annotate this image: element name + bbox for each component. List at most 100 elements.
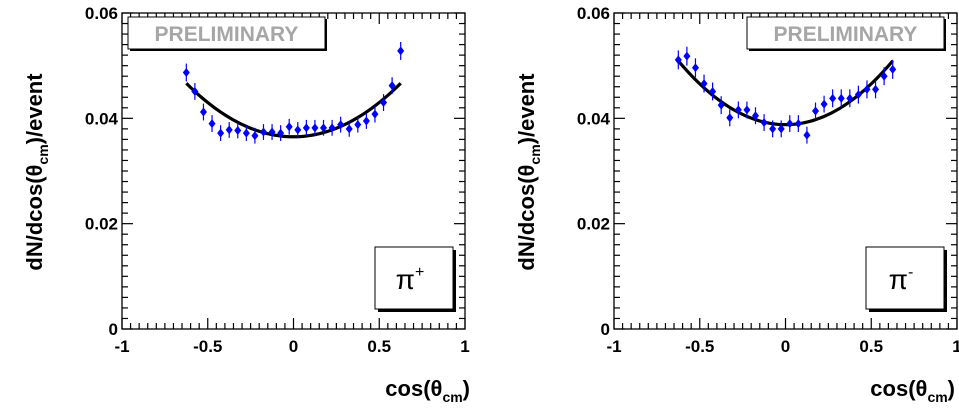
y-tick-label: 0.04 — [85, 109, 119, 128]
watermark-box — [127, 16, 326, 50]
data-point — [837, 93, 845, 103]
y-axis-label-main: dN/dcos(θ — [22, 165, 47, 271]
data-point — [829, 93, 837, 103]
y-tick-label: 0.02 — [577, 215, 610, 234]
data-point — [362, 116, 370, 126]
x-tick-label: 0.5 — [859, 337, 883, 356]
data-point — [717, 100, 725, 110]
data-point — [889, 64, 897, 74]
data-point — [302, 123, 310, 133]
data-point — [397, 46, 405, 56]
data-point — [242, 128, 250, 138]
data-point — [751, 111, 759, 121]
data-point — [863, 84, 871, 94]
data-point — [786, 119, 794, 129]
data-point — [854, 90, 862, 100]
fit-curve — [185, 82, 402, 139]
data-point — [345, 124, 353, 134]
x-axis-label-close: ) — [948, 376, 955, 401]
data-point — [191, 86, 199, 96]
panel-pi-minus: -1 -0.5 0 0.5 100.020.040.06cos(θcm)dN/dcos(… — [514, 4, 959, 405]
data-point — [820, 99, 828, 109]
data-point — [760, 118, 768, 128]
data-point — [328, 123, 336, 133]
data-point — [777, 124, 785, 134]
data-point — [337, 120, 345, 130]
data-point — [294, 125, 302, 135]
y-tick-label: 0 — [109, 320, 118, 339]
watermark-label: PRELIMINARY — [774, 23, 918, 46]
particle-charge: + — [415, 264, 424, 281]
data-point — [803, 130, 811, 140]
data-point — [726, 113, 734, 123]
y-axis-label-close: )/event — [514, 73, 539, 145]
particle-symbol: π — [889, 264, 908, 295]
particle-label: π- — [889, 264, 914, 295]
watermark-label: PRELIMINARY — [155, 23, 299, 46]
y-axis-label-close: )/event — [22, 73, 47, 145]
data-point — [880, 71, 888, 81]
data-point — [311, 123, 319, 133]
data-point — [743, 105, 751, 115]
x-tick-label: 1 — [460, 337, 469, 356]
data-point — [794, 119, 802, 129]
particle-charge: - — [908, 264, 913, 281]
x-tick-label: -1 — [114, 337, 129, 356]
y-axis-label-sub: cm — [527, 144, 543, 164]
data-point — [769, 124, 777, 134]
x-tick-label: -0.5 — [193, 337, 222, 356]
data-point — [674, 55, 682, 65]
data-point — [709, 86, 717, 96]
y-axis-label-main: dN/dcos(θ — [514, 165, 539, 271]
particle-label-box — [865, 246, 945, 310]
data-point — [683, 51, 691, 61]
particle-label-box — [374, 246, 454, 310]
data-point — [388, 81, 396, 91]
y-tick-label: 0.04 — [577, 109, 611, 128]
y-tick-label: 0.06 — [577, 4, 610, 23]
particle-symbol: π — [396, 264, 415, 295]
x-axis-label: cos(θcm) — [870, 376, 955, 405]
y-axis-label: dN/dcos(θcm)/event — [22, 73, 51, 271]
y-axis-label: dN/dcos(θcm)/event — [514, 73, 543, 271]
y-tick-label: 0.02 — [85, 215, 118, 234]
x-tick-label: 1 — [952, 337, 959, 356]
data-point — [251, 131, 259, 141]
data-point — [234, 125, 242, 135]
data-point — [268, 127, 276, 137]
x-tick-label: 0 — [781, 337, 790, 356]
data-point — [700, 79, 708, 89]
data-point — [846, 93, 854, 103]
data-point — [225, 125, 233, 135]
x-tick-label: -0.5 — [685, 337, 714, 356]
x-tick-label: 0 — [289, 337, 298, 356]
data-point — [182, 68, 190, 78]
data-point — [259, 127, 267, 137]
x-axis-label-sub: cm — [927, 389, 947, 405]
panel-pi-plus: -1 -0.5 0 0.5 1 0 0.02 0.04 0.06 cos(θcm) dN/dcos(… — [22, 4, 470, 405]
data-point — [320, 123, 328, 133]
data-point — [734, 105, 742, 115]
x-axis-label-main: cos(θ — [870, 376, 927, 401]
data-point — [812, 106, 820, 116]
data-point — [277, 128, 285, 138]
data-point — [208, 119, 216, 129]
data-point — [285, 122, 293, 132]
y-tick-label: 0.06 — [85, 4, 118, 23]
x-axis-label-main: cos(θ — [385, 376, 442, 401]
x-tick-label: 0.5 — [367, 337, 391, 356]
data-point — [354, 120, 362, 130]
data-point — [199, 107, 207, 117]
x-axis-label: cos(θcm) — [385, 376, 470, 405]
data-point — [217, 128, 225, 138]
y-tick-label: 0 — [601, 320, 610, 339]
x-axis-label-sub: cm — [442, 389, 462, 405]
particle-label: π+ — [396, 264, 425, 295]
data-point — [872, 84, 880, 94]
watermark-box — [746, 16, 945, 50]
data-point — [380, 98, 388, 108]
data-point — [691, 63, 699, 73]
x-tick-label: -1 — [606, 337, 621, 356]
data-point — [371, 109, 379, 119]
